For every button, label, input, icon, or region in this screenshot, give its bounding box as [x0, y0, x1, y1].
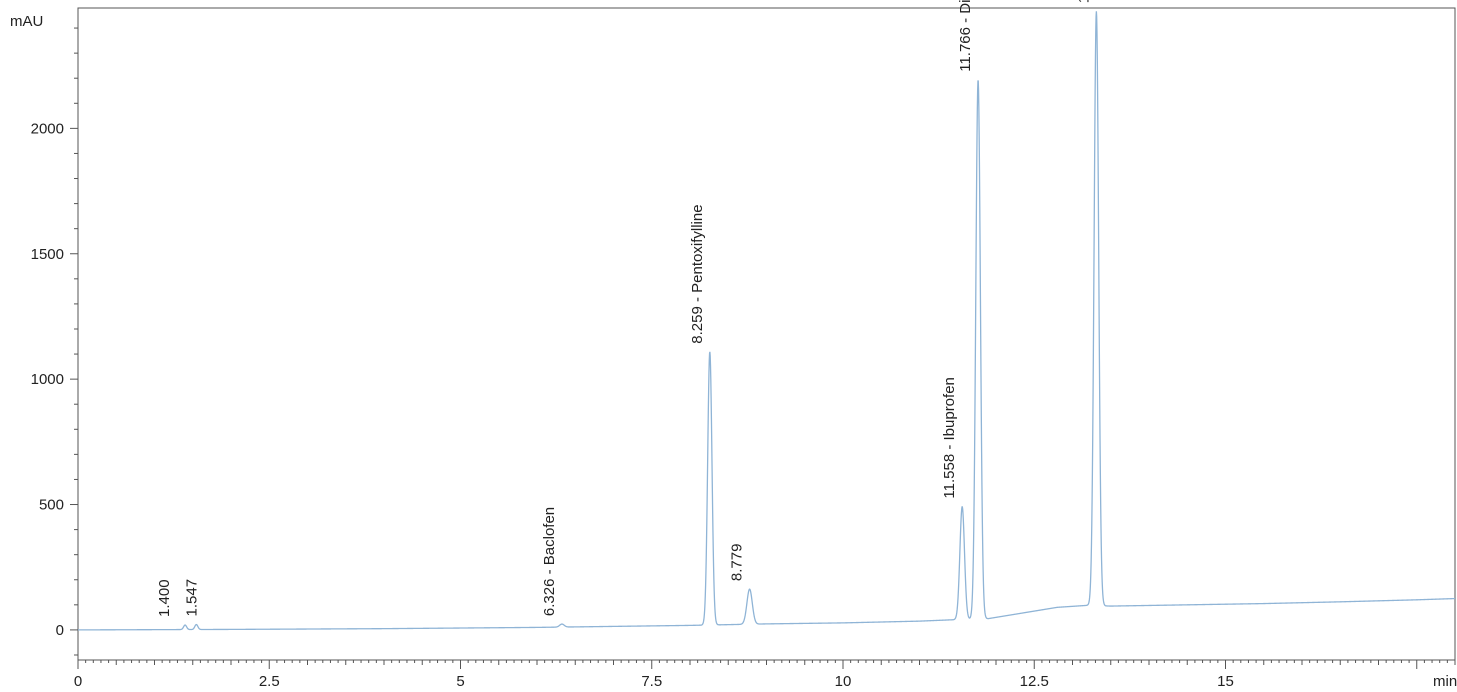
x-tick-label: 7.5 — [641, 673, 662, 690]
trace-line — [78, 11, 1456, 631]
peak-label: 1.547 — [183, 579, 200, 617]
peak-label: 13.312 - Verapamil — [1075, 0, 1092, 3]
x-tick-label: 10 — [835, 673, 852, 690]
y-tick-label: 0 — [56, 622, 64, 639]
y-axis-label: mAU — [10, 13, 43, 30]
y-tick-label: 1500 — [31, 246, 64, 263]
x-tick-label: 2.5 — [259, 673, 280, 690]
y-axis: 0 500 1000 1500 2000 — [31, 27, 78, 656]
peak-label: 11.558 - Ibuprofen — [941, 377, 958, 498]
peak-labels: 1.400 1.547 6.326 - Baclofen 8.259 - Pentox… — [156, 0, 1092, 617]
x-axis: 0 2.5 5 7.5 10 12.5 15 — [74, 660, 1456, 690]
x-tick-label: 15 — [1217, 673, 1234, 690]
x-tick-label: 5 — [456, 673, 464, 690]
x-tick-label: 0 — [74, 673, 82, 690]
y-tick-label: 1000 — [31, 371, 64, 388]
y-tick-label: 500 — [39, 497, 64, 514]
x-axis-label: min — [1433, 673, 1457, 690]
x-tick-label: 12.5 — [1020, 673, 1049, 690]
peak-label: 1.400 — [156, 579, 173, 617]
plot-border — [77, 7, 1456, 661]
peak-label: 11.766 - Diclofenac — [957, 0, 974, 72]
y-tick-label: 2000 — [31, 120, 64, 137]
plot-frame — [77, 7, 1456, 661]
peak-label: 8.779 — [729, 544, 746, 582]
chromatogram-trace — [78, 11, 1456, 631]
peak-label: 8.259 - Pentoxifylline — [689, 204, 706, 343]
peak-label: 6.326 - Baclofen — [541, 507, 558, 616]
